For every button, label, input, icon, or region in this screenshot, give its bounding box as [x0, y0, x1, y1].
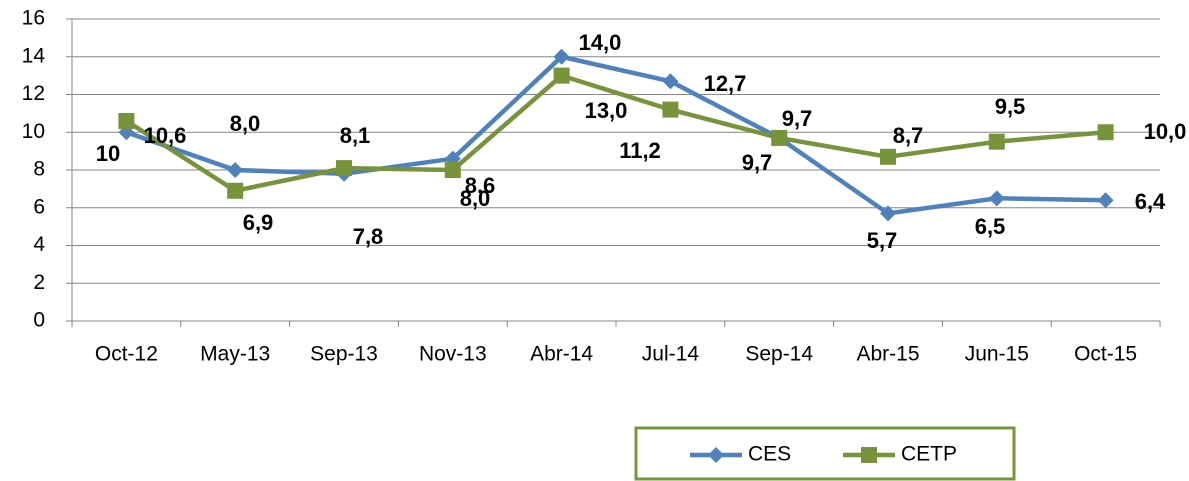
- series-line: [125, 73, 1106, 194]
- data-label: 13,0: [585, 98, 628, 123]
- x-tick-label: Jun-15: [965, 343, 1029, 366]
- point: [553, 48, 570, 65]
- point: [444, 162, 461, 178]
- point: [988, 190, 1005, 207]
- data-label: 10,6: [144, 123, 187, 148]
- data-label: 8,1: [340, 123, 371, 148]
- data-label: 14,0: [579, 30, 622, 55]
- data-label: 8,7: [893, 123, 924, 148]
- y-tick-label: 12: [22, 82, 45, 105]
- data-label: 7,8: [353, 224, 384, 249]
- point: [880, 148, 896, 165]
- x-tick-label: Oct-15: [1074, 343, 1137, 366]
- legend-label: CES: [748, 443, 791, 466]
- data-label: 8,6: [465, 173, 496, 198]
- point: [880, 205, 896, 222]
- point: [771, 129, 788, 146]
- y-tick-label: 8: [33, 158, 45, 181]
- x-tick-label: Jul-14: [642, 343, 700, 366]
- x-tick-label: Oct-12: [95, 343, 158, 366]
- data-label: 12,7: [704, 71, 747, 96]
- data-label: 8,0: [230, 111, 261, 136]
- data-label: 5,7: [867, 228, 898, 253]
- data-label: 9,5: [995, 94, 1026, 119]
- data-label: 8,0: [460, 186, 491, 211]
- legend-marker: [861, 447, 877, 463]
- data-label: 9,7: [742, 150, 773, 175]
- data-label: 11,2: [619, 138, 661, 163]
- point: [118, 112, 135, 129]
- y-tick-label: 16: [22, 7, 45, 30]
- point: [227, 182, 244, 199]
- y-tick-label: 0: [33, 309, 45, 332]
- data-label: 6,9: [243, 210, 274, 235]
- x-tick-label: Abr-14: [530, 343, 593, 366]
- x-tick-label: May-13: [200, 343, 270, 366]
- data-label: 10: [96, 141, 120, 166]
- data-label: 6,5: [975, 214, 1006, 239]
- y-tick-label: 2: [33, 271, 45, 294]
- point: [1097, 192, 1114, 209]
- point: [1097, 124, 1114, 141]
- point: [553, 67, 570, 84]
- data-label: 6,4: [1135, 189, 1166, 214]
- legend-marker: [708, 447, 724, 463]
- point: [662, 73, 679, 90]
- y-tick-label: 10: [22, 120, 45, 143]
- y-tick-label: 4: [33, 233, 45, 256]
- x-tick-label: Sep-13: [310, 343, 378, 366]
- point: [227, 162, 244, 178]
- y-tick-label: 6: [33, 195, 45, 218]
- point: [988, 133, 1005, 150]
- point: [336, 160, 352, 177]
- x-tick-label: Nov-13: [419, 343, 487, 366]
- y-tick-label: 14: [22, 44, 46, 67]
- point: [662, 101, 679, 118]
- x-tick-label: Sep-14: [745, 343, 813, 366]
- legend-label: CETP: [901, 443, 957, 466]
- series-line: [125, 54, 1106, 216]
- x-tick-label: Abr-15: [856, 343, 919, 366]
- data-label: 10,0: [1144, 119, 1187, 144]
- data-label: 9,7: [782, 106, 813, 131]
